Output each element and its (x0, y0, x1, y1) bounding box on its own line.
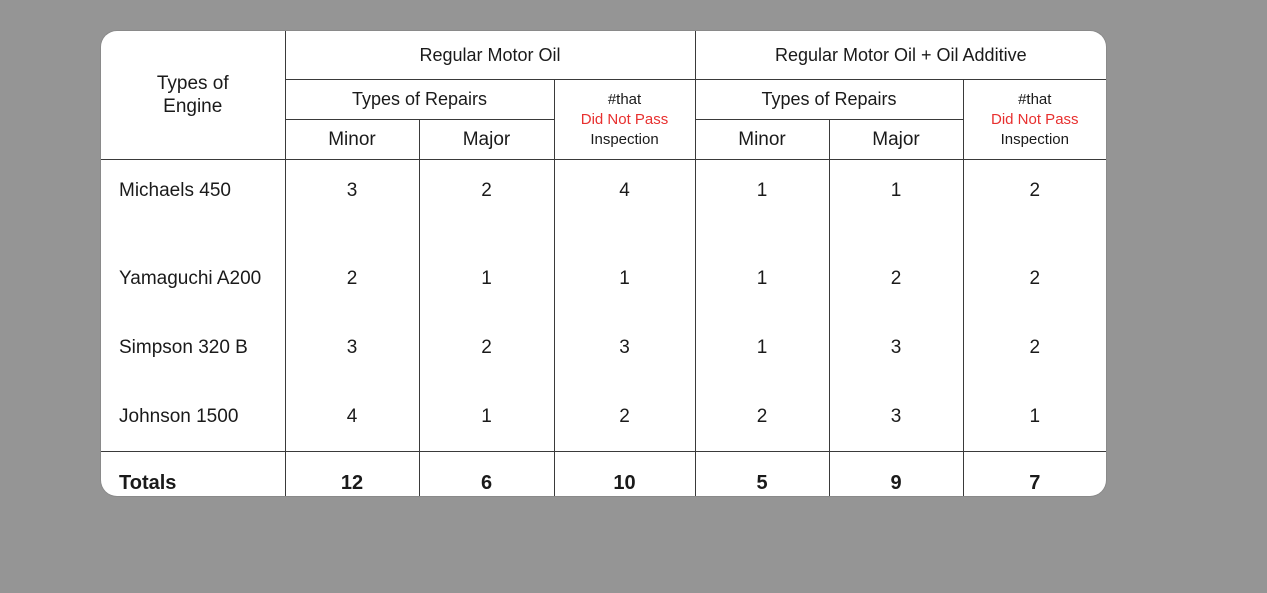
inspection-header-additive: #that Did Not Pass Inspection (962, 79, 1106, 160)
total-cell: 10 (553, 451, 696, 496)
table-row: Johnson 1500 4 1 2 2 3 1 (101, 382, 1106, 452)
total-cell: 7 (962, 451, 1106, 496)
repairs-header-additive: Types of Repairs (694, 79, 964, 120)
value-cell: 2 (553, 382, 696, 452)
insp-line1: #that (607, 90, 642, 108)
value-cell: 2 (962, 244, 1106, 313)
value-cell: 1 (694, 244, 830, 313)
insp-line2-highlight: Did Not Pass (580, 110, 669, 128)
group-header-oil-additive: Regular Motor Oil + Oil Additive (694, 31, 1106, 80)
value-cell: 3 (284, 313, 420, 382)
total-cell: 12 (284, 451, 420, 496)
value-cell: 1 (694, 313, 830, 382)
value-cell: 2 (962, 313, 1106, 382)
value-cell: 2 (418, 313, 555, 382)
major-header-additive: Major (828, 119, 964, 160)
value-cell: 1 (694, 159, 830, 244)
engine-repair-table: Types of Engine Regular Motor Oil Regula… (101, 31, 1106, 496)
insp-line1: #that (1018, 90, 1052, 108)
table-row: Michaels 450 3 2 4 1 1 2 (101, 159, 1106, 244)
minor-header-additive: Minor (694, 119, 830, 160)
value-cell: 3 (828, 382, 964, 452)
engine-name-cell: Michaels 450 (101, 159, 286, 244)
totals-label: Totals (101, 451, 286, 496)
minor-header-regular: Minor (285, 119, 420, 160)
totals-row: Totals 12 6 10 5 9 7 (101, 451, 1106, 496)
table-row: Simpson 320 B 3 2 3 1 3 2 (101, 313, 1106, 382)
insp-line3: Inspection (590, 130, 659, 148)
group-header-regular-oil: Regular Motor Oil (284, 31, 696, 80)
insp-line3: Inspection (1000, 130, 1069, 148)
value-cell: 1 (553, 244, 696, 313)
insp-line2-highlight: Did Not Pass (991, 110, 1079, 128)
table-row: Yamaguchi A200 2 1 1 1 2 2 (101, 244, 1106, 313)
value-cell: 3 (828, 313, 964, 382)
value-cell: 1 (418, 244, 555, 313)
value-cell: 2 (962, 159, 1106, 244)
engine-name-cell: Simpson 320 B (101, 313, 286, 382)
value-cell: 4 (553, 159, 696, 244)
value-cell: 2 (418, 159, 555, 244)
value-cell: 1 (828, 159, 964, 244)
repair-table-card: Types of Engine Regular Motor Oil Regula… (101, 31, 1106, 496)
value-cell: 2 (828, 244, 964, 313)
total-cell: 9 (828, 451, 964, 496)
value-cell: 2 (694, 382, 830, 452)
value-cell: 1 (418, 382, 555, 452)
repairs-header-regular: Types of Repairs (285, 79, 555, 120)
inspection-header-regular: #that Did Not Pass Inspection (553, 79, 696, 160)
engine-name-cell: Yamaguchi A200 (101, 244, 286, 313)
value-cell: 1 (962, 382, 1106, 452)
engine-name-cell: Johnson 1500 (101, 382, 286, 452)
engine-header-line2: Engine (163, 96, 223, 117)
value-cell: 3 (284, 159, 420, 244)
major-header-regular: Major (418, 119, 555, 160)
value-cell: 4 (284, 382, 420, 452)
engine-type-header: Types of Engine (101, 31, 286, 160)
total-cell: 5 (694, 451, 830, 496)
value-cell: 3 (553, 313, 696, 382)
engine-header-line1: Types of (156, 73, 229, 94)
total-cell: 6 (418, 451, 555, 496)
value-cell: 2 (284, 244, 420, 313)
